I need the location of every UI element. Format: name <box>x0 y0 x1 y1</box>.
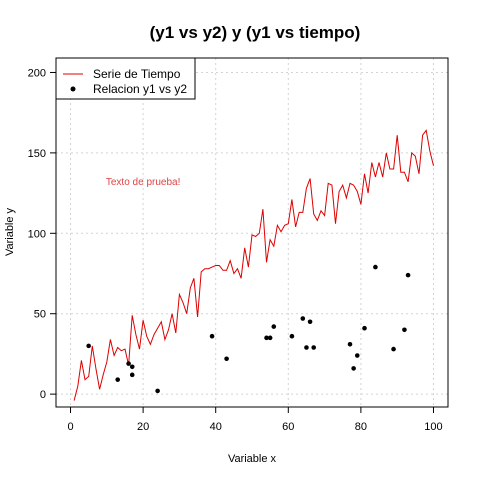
legend-box <box>55 57 196 100</box>
series-line-layer <box>73 129 434 401</box>
data-point <box>307 319 313 325</box>
grid <box>56 58 448 407</box>
legend-label-series-line: Serie de Tiempo <box>93 67 181 81</box>
data-point <box>271 324 277 329</box>
x-axis: 0 20 40 60 80 100 <box>67 406 443 433</box>
series-points-layer <box>86 264 411 394</box>
data-point <box>86 343 91 349</box>
data-point <box>224 356 229 362</box>
data-point <box>267 335 273 341</box>
data-point <box>402 327 407 333</box>
y-tick-label: 100 <box>28 228 46 240</box>
x-tick-label: 80 <box>355 421 367 433</box>
data-point <box>311 345 317 350</box>
y-tick-label: 150 <box>28 148 46 160</box>
data-point <box>351 366 356 371</box>
data-point <box>209 333 215 339</box>
data-point <box>405 272 411 278</box>
series-line-serie-de-tiempo <box>73 129 434 401</box>
data-point <box>304 345 309 350</box>
data-point <box>391 346 396 352</box>
data-point <box>155 388 160 394</box>
data-point <box>264 335 269 341</box>
legend: Serie de Tiempo Relacion y1 vs y2 <box>55 57 196 100</box>
x-tick-label: 0 <box>67 421 73 433</box>
data-point <box>362 325 367 331</box>
y-tick-label: 200 <box>28 67 46 79</box>
data-point <box>289 333 295 339</box>
y-axis: 0 50 100 150 200 <box>28 67 57 401</box>
chart-title: (y1 vs y2) y (y1 vs tiempo) <box>150 23 361 42</box>
y-axis-label: Variable y <box>4 207 16 256</box>
data-point <box>300 316 306 321</box>
data-point <box>347 341 353 347</box>
x-tick-label: 100 <box>424 421 442 433</box>
y-tick-label: 0 <box>40 389 46 401</box>
data-point <box>126 361 131 366</box>
x-tick-label: 40 <box>210 421 222 433</box>
data-point <box>373 264 378 270</box>
data-point <box>129 364 135 370</box>
data-point <box>115 377 121 382</box>
legend-point-swatch <box>70 86 76 92</box>
x-tick-label: 20 <box>137 421 149 433</box>
legend-label-series-points: Relacion y1 vs y2 <box>93 82 187 96</box>
x-tick-label: 60 <box>282 421 294 433</box>
data-point <box>129 372 135 378</box>
y-tick-label: 50 <box>34 309 46 321</box>
x-axis-label: Variable x <box>228 453 277 465</box>
data-point <box>354 353 360 358</box>
annotation-text: Texto de prueba! <box>106 177 181 188</box>
